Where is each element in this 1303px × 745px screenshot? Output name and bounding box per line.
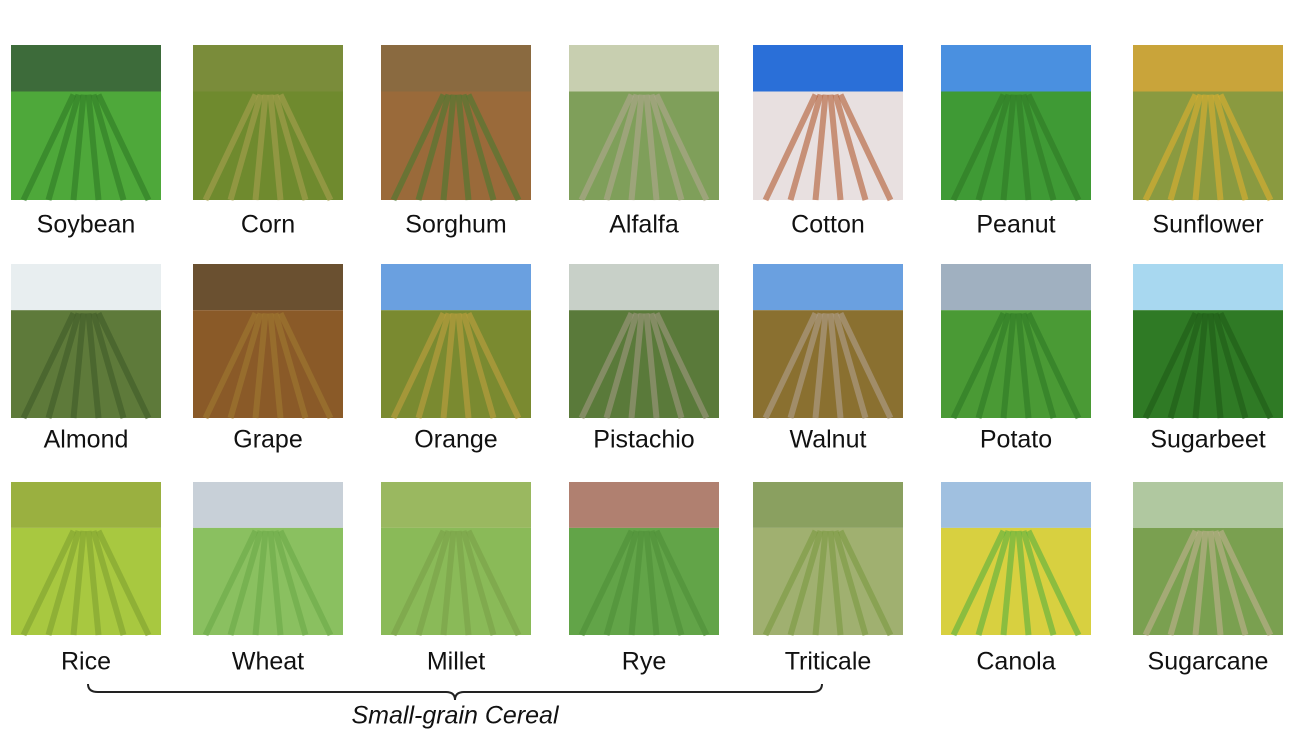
photo-sky [753,45,903,92]
photo-sky [11,482,161,528]
photo-sky [1133,482,1283,528]
photo-sky [941,264,1091,310]
crop-label: Orange [414,426,497,454]
crop-label: Millet [427,648,485,676]
crop-label: Triticale [785,648,872,676]
crop-photo [381,264,531,418]
crop-label: Rice [61,648,111,676]
photo-sky [1133,264,1283,310]
crop-label: Sunflower [1152,211,1263,239]
crop-label: Grape [233,426,302,454]
crop-label: Peanut [976,211,1055,239]
photo-sky [193,264,343,310]
crop-label: Sorghum [405,211,506,239]
bracket [88,684,822,700]
crop-photo [11,45,161,200]
crop-photo [11,264,161,418]
photo-sky [569,482,719,528]
crop-photo [569,264,719,418]
photo-sky [1133,45,1283,92]
crop-photo [1133,45,1283,200]
crop-label: Rye [622,648,666,676]
crop-label: Sugarcane [1148,648,1269,676]
crop-photo [381,45,531,200]
crop-photo [753,264,903,418]
crop-label: Wheat [232,648,304,676]
crop-label: Corn [241,211,295,239]
photo-sky [193,45,343,92]
photo-sky [11,264,161,310]
photo-sky [753,482,903,528]
crop-photo [1133,264,1283,418]
photo-sky [381,264,531,310]
photo-sky [381,482,531,528]
crop-photo [193,45,343,200]
photo-sky [569,264,719,310]
photo-sky [941,482,1091,528]
crop-figure: Small-grain Cereal Soybean Corn Sorghum Alf… [0,0,1303,745]
photo-sky [11,45,161,92]
crop-label: Potato [980,426,1052,454]
crop-label: Almond [44,426,129,454]
photo-sky [569,45,719,92]
crop-photo [569,45,719,200]
crop-photo [941,482,1091,635]
photo-sky [193,482,343,528]
bracket-label: Small-grain Cereal [351,702,559,730]
crop-photo [193,264,343,418]
crop-label: Cotton [791,211,865,239]
photo-sky [381,45,531,92]
crop-photo [753,482,903,635]
crop-photo [193,482,343,635]
crop-label: Canola [976,648,1055,676]
crop-label: Soybean [37,211,136,239]
crop-label: Alfalfa [609,211,679,239]
crop-label: Sugarbeet [1150,426,1265,454]
crop-label: Pistachio [593,426,694,454]
page: {"crops": [ ["Soybean", "Corn", "Sorghum… [0,0,1303,745]
crop-photo [569,482,719,635]
photo-sky [941,45,1091,92]
photo-sky [753,264,903,310]
crop-photo [753,45,903,200]
crop-photo [381,482,531,635]
crop-photo [941,264,1091,418]
crop-label: Walnut [790,426,867,454]
crop-photo [11,482,161,635]
crop-photo [941,45,1091,200]
crop-photo [1133,482,1283,635]
